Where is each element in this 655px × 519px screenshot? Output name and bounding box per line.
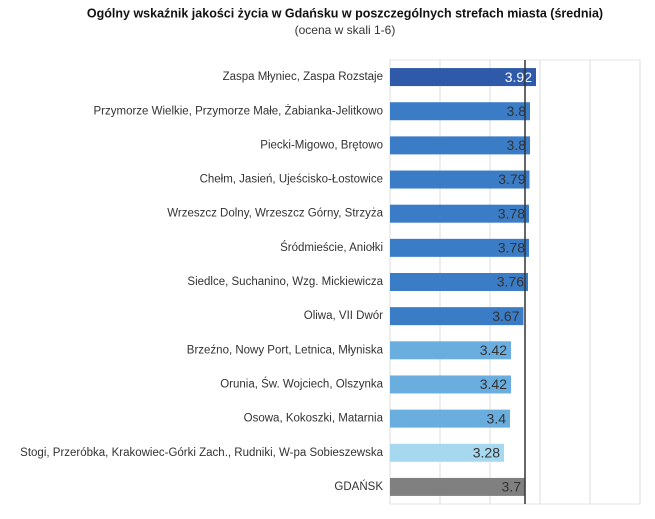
bar <box>390 307 524 326</box>
value-label: 3.67 <box>492 308 519 324</box>
bar <box>390 273 528 291</box>
bar <box>390 204 529 223</box>
category-label: Śródmieście, Aniołki <box>280 241 383 254</box>
value-label: 3.8 <box>507 137 527 153</box>
value-label: 3.7 <box>502 479 522 495</box>
value-label: 3.78 <box>498 205 525 221</box>
value-label: 3.42 <box>480 342 507 358</box>
bar <box>390 477 525 496</box>
category-label: Piecki-Migowo, Brętowo <box>260 139 383 151</box>
value-label: 3.92 <box>505 69 532 85</box>
category-label: Brzeźno, Nowy Port, Letnica, Młyniska <box>187 344 384 356</box>
category-label: Chełm, Jasień, Ujeścisko-Łostowice <box>200 174 383 186</box>
bar <box>390 102 530 121</box>
category-label: GDAŃSK <box>334 480 383 493</box>
bar <box>390 409 510 428</box>
category-label: Siedlce, Suchanino, Wzg. Mickiewicza <box>187 276 383 288</box>
bar <box>390 341 511 360</box>
category-label: Stogi, Przeróbka, Krakowiec-Górki Zach.,… <box>20 447 383 459</box>
category-label: Osowa, Kokoszki, Matarnia <box>244 413 384 425</box>
bar <box>390 136 530 155</box>
chart-title: Ogólny wskaźnik jakości życia w Gdańsku … <box>87 6 603 20</box>
value-label: 3.42 <box>480 376 507 392</box>
bar <box>390 68 536 87</box>
value-label: 3.76 <box>497 274 524 290</box>
value-label: 3.79 <box>498 171 525 187</box>
category-label: Zaspa Młyniec, Zaspa Rozstaje <box>223 71 383 83</box>
bar <box>390 238 529 257</box>
bar <box>390 375 511 394</box>
category-label: Wrzeszcz Dolny, Wrzeszcz Górny, Strzyża <box>167 208 383 220</box>
value-label: 3.28 <box>473 444 500 460</box>
category-label: Orunia, Św. Wojciech, Olszynka <box>220 377 383 390</box>
bar <box>390 170 530 189</box>
category-label: Oliwa, VII Dwór <box>304 310 383 322</box>
value-label: 3.4 <box>487 410 507 426</box>
value-label: 3.8 <box>507 103 527 119</box>
category-label: Przymorze Wielkie, Przymorze Małe, Żabia… <box>94 104 384 117</box>
chart-subtitle: (ocena w skali 1-6) <box>295 23 396 37</box>
bar <box>390 443 504 462</box>
value-label: 3.78 <box>498 240 525 256</box>
